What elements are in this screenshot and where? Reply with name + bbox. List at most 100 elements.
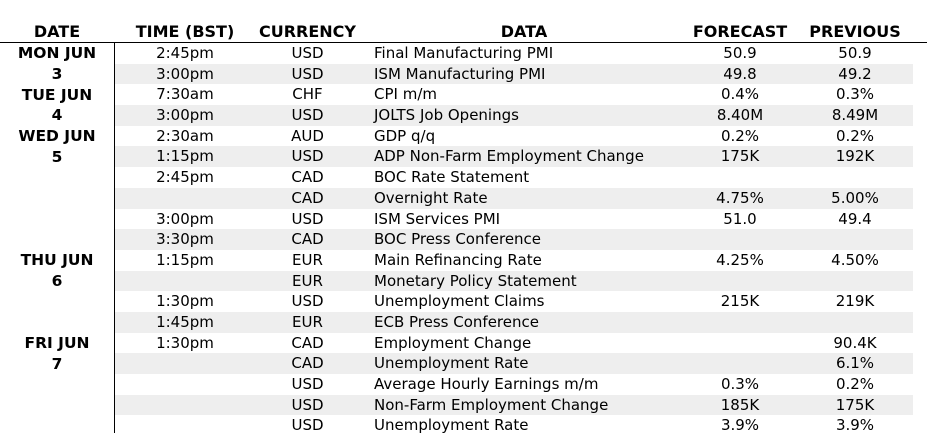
forecast-cell: 0.2% — [720, 126, 760, 145]
header-date: DATE — [33, 22, 81, 41]
header-time: TIME (BST) — [135, 22, 235, 41]
previous-cell: 49.2 — [838, 64, 872, 83]
forecast-cell: 0.3% — [720, 375, 760, 393]
previous-cell: 4.50% — [831, 250, 879, 269]
calendar-table-body: 2:45pm USD Final Manufacturing PMI 50.9 … — [0, 43, 927, 436]
event-cell: ISM Manufacturing PMI — [374, 64, 546, 83]
event-cell: Unemployment Rate — [374, 416, 529, 435]
currency-cell: USD — [291, 209, 324, 228]
event-cell: ECB Press Conference — [374, 312, 539, 331]
time-cell: 1:30pm — [156, 292, 214, 311]
time-cell: 3:00pm — [156, 106, 214, 125]
currency-cell: EUR — [292, 250, 323, 269]
table-row: 1:15pm EUR Main Refinancing Rate 4.25% 4… — [0, 250, 927, 271]
table-row: 7:30am CHF CPI m/m 0.4% 0.3% — [0, 84, 927, 105]
date-label: 5 — [51, 148, 63, 166]
table-row: 3:00pm USD JOLTS Job Openings 8.40M 8.49… — [0, 105, 927, 126]
currency-cell: USD — [291, 292, 324, 311]
table-row: USD Average Hourly Earnings m/m 0.3% 0.2… — [0, 374, 927, 395]
time-cell: 1:30pm — [156, 333, 214, 352]
previous-cell: 3.9% — [835, 416, 875, 435]
event-cell: ADP Non-Farm Employment Change — [374, 147, 644, 166]
currency-cell: CHF — [292, 85, 323, 104]
currency-cell: CAD — [291, 354, 324, 373]
previous-cell: 90.4K — [833, 333, 877, 352]
event-cell: Unemployment Rate — [374, 354, 529, 373]
forecast-cell: 185K — [720, 395, 760, 414]
table-row: 2:45pm USD Final Manufacturing PMI 50.9 … — [0, 43, 927, 64]
table-row: 3:00pm USD ISM Services PMI 51.0 49.4 — [0, 209, 927, 230]
date-label: 3 — [51, 65, 63, 83]
previous-cell: 6.1% — [835, 354, 875, 373]
currency-cell: CAD — [291, 168, 324, 187]
event-cell: Average Hourly Earnings m/m — [374, 375, 599, 393]
currency-cell: CAD — [291, 333, 324, 352]
date-label: 4 — [51, 106, 63, 124]
date-label: 6 — [51, 272, 63, 290]
date-label: THU JUN — [20, 251, 94, 269]
table-row: USD Unemployment Rate 3.9% 3.9% — [0, 415, 927, 436]
currency-cell: USD — [291, 106, 324, 125]
currency-cell: CAD — [291, 188, 324, 207]
previous-cell: 49.4 — [838, 209, 872, 228]
table-row: 3:00pm USD ISM Manufacturing PMI 49.8 49… — [0, 63, 927, 85]
currency-cell: EUR — [292, 271, 323, 290]
table-row: CAD Unemployment Rate 6.1% — [0, 353, 927, 374]
event-cell: ISM Services PMI — [374, 209, 501, 228]
currency-cell: EUR — [292, 312, 323, 331]
table-row: USD Non-Farm Employment Change 185K 175K — [0, 394, 927, 416]
currency-cell: USD — [291, 375, 324, 393]
date-column-divider — [114, 42, 115, 433]
forecast-cell: 4.75% — [716, 188, 764, 207]
currency-cell: USD — [291, 395, 324, 414]
previous-cell: 0.2% — [835, 375, 875, 393]
table-row: EUR Monetary Policy Statement — [0, 270, 927, 292]
previous-cell: 175K — [835, 395, 875, 414]
forecast-cell: 215K — [720, 292, 760, 311]
event-cell: GDP q/q — [374, 126, 436, 145]
event-cell: BOC Press Conference — [374, 230, 542, 249]
table-row: 1:45pm EUR ECB Press Conference — [0, 311, 927, 333]
forecast-cell: 50.9 — [723, 44, 757, 62]
date-label: 7 — [51, 355, 63, 373]
previous-cell: 219K — [835, 292, 875, 311]
previous-cell: 50.9 — [838, 44, 872, 62]
forecast-cell: 51.0 — [723, 209, 757, 228]
currency-cell: USD — [291, 147, 324, 166]
event-cell: BOC Rate Statement — [374, 168, 530, 187]
time-cell: 3:30pm — [156, 230, 214, 249]
header-data: DATA — [500, 22, 548, 41]
event-cell: Main Refinancing Rate — [374, 250, 542, 269]
forecast-cell: 175K — [720, 147, 760, 166]
forecast-cell: 49.8 — [723, 64, 757, 83]
forecast-cell: 0.4% — [720, 85, 760, 104]
event-cell: Final Manufacturing PMI — [374, 44, 554, 62]
table-row: CAD Overnight Rate 4.75% 5.00% — [0, 187, 927, 209]
currency-cell: USD — [291, 44, 324, 62]
time-cell: 3:00pm — [156, 209, 214, 228]
event-cell: Non-Farm Employment Change — [374, 395, 609, 414]
date-label: WED JUN — [18, 127, 96, 145]
event-cell: Employment Change — [374, 333, 532, 352]
table-row: 3:30pm CAD BOC Press Conference — [0, 229, 927, 250]
previous-cell: 8.49M — [831, 106, 879, 125]
previous-cell: 0.2% — [835, 126, 875, 145]
time-cell: 3:00pm — [156, 64, 214, 83]
forecast-cell: 3.9% — [720, 416, 760, 435]
table-row: 1:15pm USD ADP Non-Farm Employment Chang… — [0, 146, 927, 168]
currency-cell: USD — [291, 416, 324, 435]
event-cell: Monetary Policy Statement — [374, 271, 577, 290]
date-label: TUE JUN — [21, 86, 93, 104]
table-header: DATE TIME (BST) CURRENCY DATA FORECAST P… — [0, 21, 927, 43]
previous-cell: 0.3% — [835, 85, 875, 104]
event-cell: CPI m/m — [374, 85, 437, 104]
time-cell: 2:45pm — [156, 168, 214, 187]
previous-cell: 192K — [835, 147, 875, 166]
date-label: MON JUN — [17, 44, 97, 62]
table-row: 1:30pm CAD Employment Change 90.4K — [0, 333, 927, 354]
header-currency: CURRENCY — [258, 22, 357, 41]
event-cell: JOLTS Job Openings — [374, 106, 519, 125]
table-row: 2:45pm CAD BOC Rate Statement — [0, 167, 927, 188]
time-cell: 1:15pm — [156, 250, 214, 269]
time-cell: 2:30am — [156, 126, 214, 145]
